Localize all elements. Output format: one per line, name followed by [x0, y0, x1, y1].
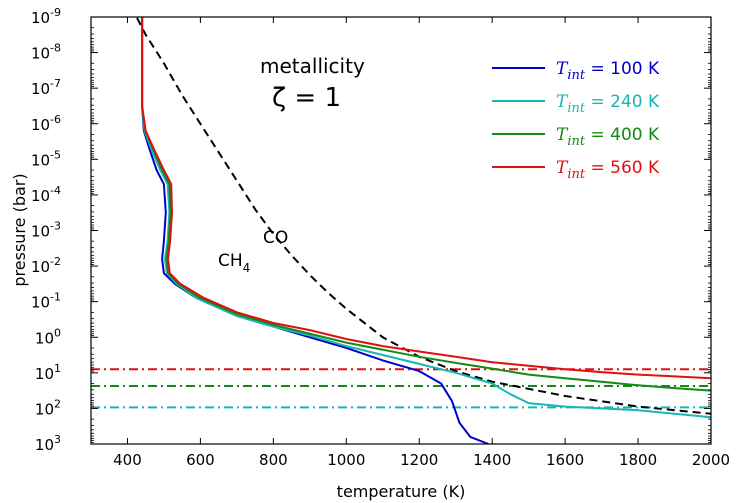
y-tick-base: 10 [35, 365, 54, 383]
y-tick-base: 10 [31, 80, 50, 98]
x-tick-label: 1200 [400, 451, 438, 469]
x-tick-label: 600 [186, 451, 215, 469]
y-tick-exponent: 0 [54, 326, 61, 339]
y-tick-base: 10 [31, 45, 50, 63]
legend-label-value: = 100 K [585, 59, 660, 79]
x-tick-label: 1000 [327, 451, 365, 469]
legend-label-value: = 560 K [585, 158, 660, 178]
y-tick-base: 10 [31, 9, 50, 27]
series-line [141, 17, 711, 392]
y-tick-exponent: -5 [50, 148, 61, 161]
annotation-metallicity: metallicity [260, 54, 365, 78]
legend-label-value: = 240 K [585, 92, 660, 112]
legend-label-subscript: int [567, 134, 586, 149]
y-tick-exponent: -2 [50, 255, 61, 268]
y-tick-label: 101 [35, 362, 61, 383]
y-tick-base: 10 [35, 400, 54, 418]
legend-label-subscript: int [567, 68, 586, 83]
legend-label-symbol: T [556, 158, 569, 178]
y-tick-label: 10-5 [31, 148, 61, 169]
y-tick-exponent: -6 [50, 113, 61, 126]
legend-label: Tint = 240 K [556, 92, 660, 116]
annotation-ch4-subscript: 4 [243, 261, 251, 275]
series-line [141, 17, 711, 380]
x-tick-label: 1400 [473, 451, 511, 469]
x-tick-label: 2000 [692, 451, 730, 469]
x-tick-label: 400 [113, 451, 142, 469]
y-tick-exponent: -4 [50, 184, 61, 197]
y-tick-label: 10-8 [31, 42, 61, 63]
y-tick-exponent: -7 [50, 77, 61, 90]
y-tick-label: 10-2 [31, 255, 61, 276]
y-tick-base: 10 [31, 223, 50, 241]
y-tick-exponent: -9 [50, 6, 61, 19]
y-tick-base: 10 [35, 329, 54, 347]
y-tick-exponent: -3 [50, 220, 61, 233]
y-tick-exponent: 2 [54, 397, 61, 410]
y-tick-label: 102 [35, 397, 61, 418]
y-tick-label: 10-9 [31, 6, 61, 27]
y-tick-label: 100 [35, 326, 61, 347]
legend-label: Tint = 100 K [556, 59, 660, 83]
y-tick-label: 10-4 [31, 184, 61, 205]
annotation-ch4: CH4 [218, 251, 250, 275]
y-tick-base: 10 [31, 258, 50, 276]
legend-label: Tint = 400 K [556, 125, 660, 149]
y-tick-exponent: 3 [54, 433, 61, 446]
legend-label-symbol: T [556, 125, 569, 145]
x-tick-label: 1600 [546, 451, 584, 469]
annotations: metallicity ζ = 1 CO CH4 [218, 54, 365, 275]
x-tick-label: 1800 [619, 451, 657, 469]
legend-label: Tint = 560 K [556, 158, 660, 182]
y-tick-label: 103 [35, 433, 61, 454]
x-axis-title: temperature (K) [337, 482, 466, 501]
y-tick-base: 10 [31, 294, 50, 312]
y-tick-label: 10-7 [31, 77, 61, 98]
y-tick-base: 10 [31, 151, 50, 169]
plot-background [91, 17, 711, 444]
annotation-co: CO [263, 228, 288, 248]
y-tick-label: 10-6 [31, 113, 61, 134]
annotation-zeta: ζ = 1 [272, 83, 341, 113]
y-tick-label: 10-1 [31, 291, 61, 312]
ch4-co-boundary-line [135, 17, 711, 415]
legend-label-symbol: T [556, 92, 569, 112]
y-tick-base: 10 [31, 187, 50, 205]
legend-label-subscript: int [567, 101, 586, 116]
legend-label-value: = 400 K [585, 125, 660, 145]
annotation-ch4-base: CH [218, 251, 243, 271]
series-line [141, 17, 711, 419]
y-axis-title: pressure (bar) [10, 173, 29, 286]
y-tick-label: 10-3 [31, 220, 61, 241]
legend-label-symbol: T [556, 59, 569, 79]
y-tick-base: 10 [31, 116, 50, 134]
legend-label-subscript: int [567, 167, 586, 182]
x-tick-label: 800 [259, 451, 288, 469]
y-tick-exponent: 1 [54, 362, 61, 375]
y-tick-base: 10 [35, 436, 54, 454]
y-tick-exponent: -1 [50, 291, 61, 304]
y-tick-exponent: -8 [50, 42, 61, 55]
